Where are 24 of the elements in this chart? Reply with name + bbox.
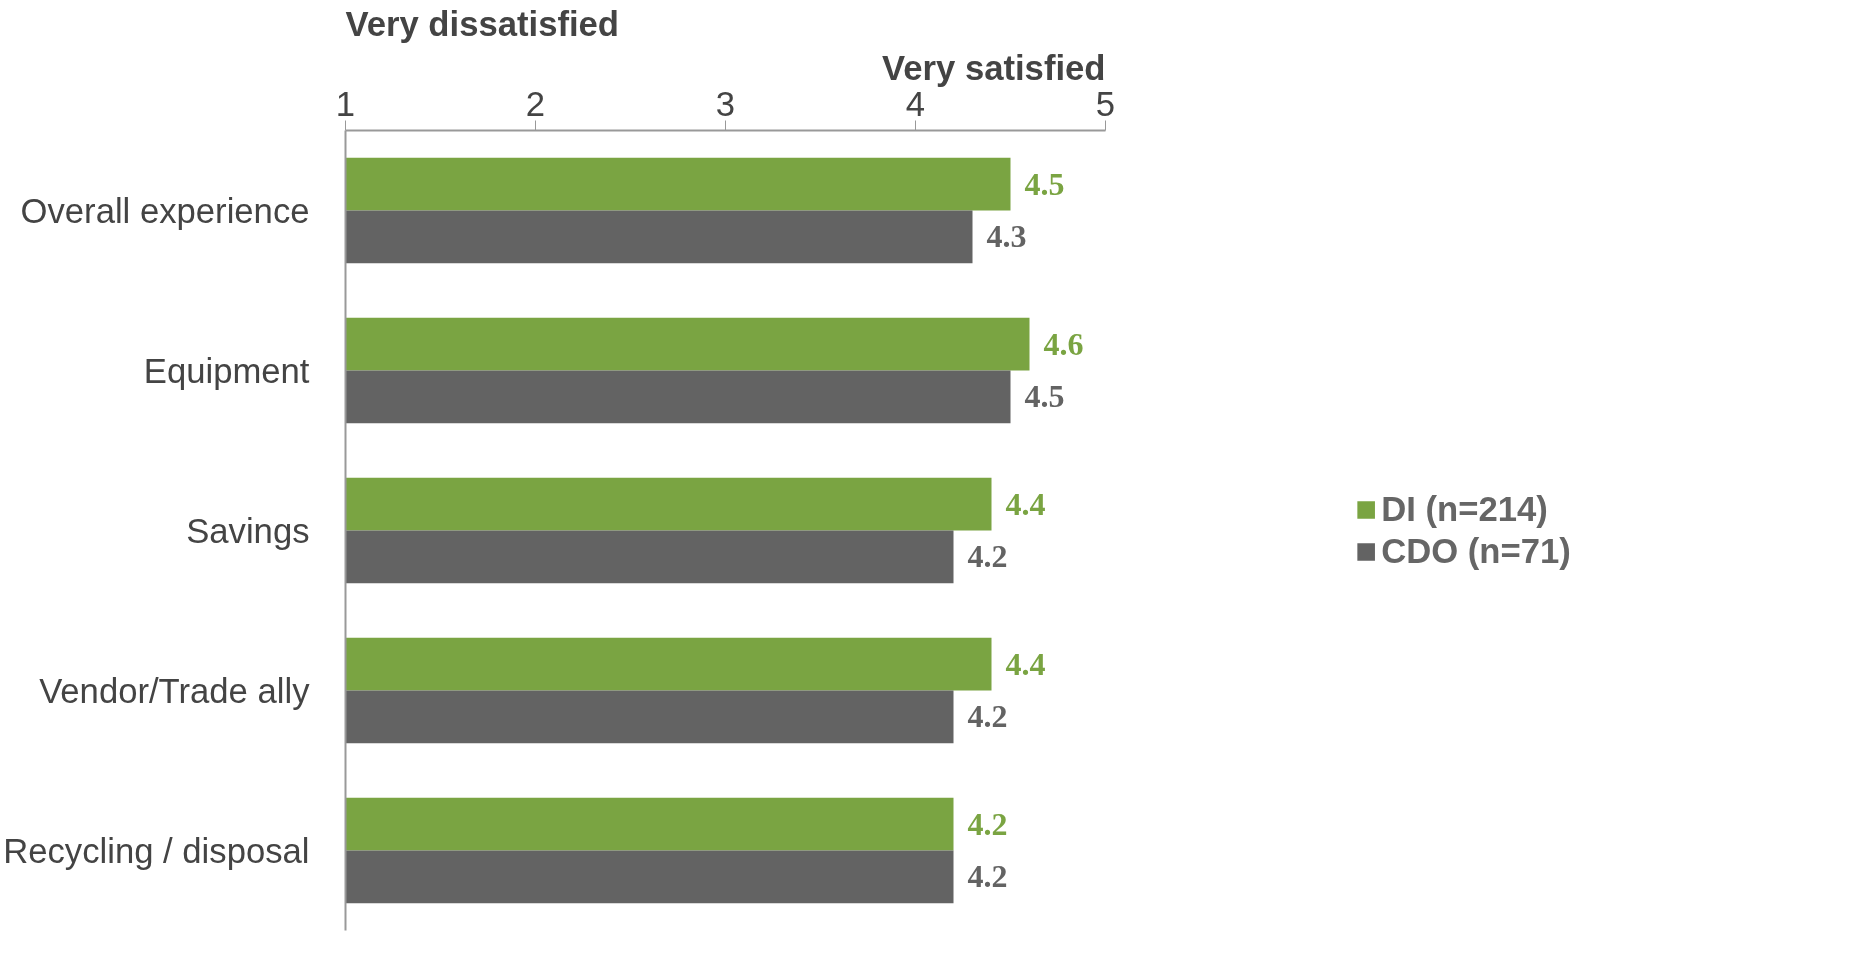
x-tick-label: 4 — [905, 84, 926, 123]
text: Very satisfied — [882, 48, 1106, 87]
data-label: 4.2 — [967, 858, 1008, 895]
data-label: 4.6 — [1043, 325, 1084, 362]
y-tick-label: Overall experience — [20, 191, 310, 230]
legend-label: DI (n=214) — [1381, 489, 1548, 529]
data-label: 4.2 — [967, 805, 1008, 842]
text: Very dissatisfied — [345, 4, 620, 43]
x-tick-label: 5 — [1095, 84, 1116, 123]
x-tick-label: 3 — [715, 84, 736, 123]
data-label: 4.2 — [967, 538, 1008, 575]
data-label: 4.4 — [1005, 485, 1046, 522]
y-tick-label: Vendor/Trade ally — [39, 671, 311, 710]
x-tick-label: 2 — [525, 84, 546, 123]
x-tick-label: 1 — [335, 84, 356, 123]
data-label: 4.5 — [1024, 378, 1065, 415]
data-label: 4.3 — [986, 218, 1027, 255]
data-label: 4.2 — [967, 698, 1008, 735]
data-label: 4.4 — [1005, 645, 1046, 682]
y-tick-label: Recycling / disposal — [3, 831, 310, 870]
y-tick-label: Savings — [186, 511, 310, 550]
data-label: 4.5 — [1024, 165, 1065, 202]
y-tick-label: Equipment — [143, 351, 310, 390]
legend-label: CDO (n=71) — [1381, 531, 1571, 571]
